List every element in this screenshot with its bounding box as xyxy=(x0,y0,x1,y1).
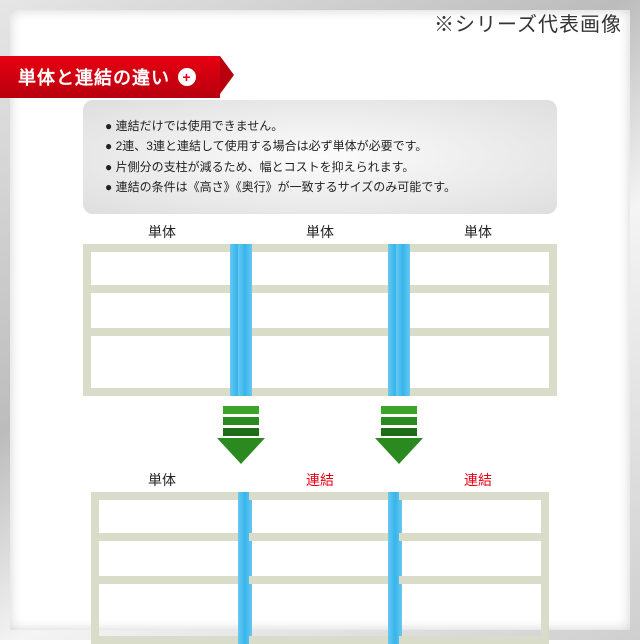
top-shelf-row xyxy=(40,244,600,396)
diagram-content: 連結だけでは使用できません。 2連、3連と連結して使用する場合は必ず単体が必要で… xyxy=(40,100,600,620)
connector-post-icon xyxy=(238,244,252,396)
shelf-unit xyxy=(83,244,241,396)
shelf-unit xyxy=(91,492,249,644)
bottom-labels: 単体 連結 連結 xyxy=(40,470,600,490)
shelf-unit xyxy=(399,244,557,396)
shelf-unit xyxy=(241,244,399,396)
label-unit: 単体 xyxy=(241,222,399,242)
down-arrow-icon xyxy=(223,406,259,464)
label-unit: 単体 xyxy=(83,222,241,242)
notes-box: 連結だけでは使用できません。 2連、3連と連結して使用する場合は必ず単体が必要で… xyxy=(83,100,557,214)
ribbon: 単体と連結の違い + xyxy=(0,56,220,98)
label-unit: 単体 xyxy=(399,222,557,242)
series-note: ※シリーズ代表画像 xyxy=(434,8,622,37)
bottom-shelf-row xyxy=(40,492,600,644)
shelf-unit-connected xyxy=(249,492,399,644)
note-line: 連結の条件は《高さ》《奥行》が一致するサイズのみ可能です。 xyxy=(105,177,535,197)
arrows-row xyxy=(40,406,600,464)
label-connect: 連結 xyxy=(399,470,557,490)
label-connect: 連結 xyxy=(241,470,399,490)
metallic-frame: ※シリーズ代表画像 単体と連結の違い + 連結だけでは使用できません。 2連、3… xyxy=(0,0,640,640)
shelf-post xyxy=(91,492,99,644)
down-arrow-icon xyxy=(381,406,417,464)
top-labels: 単体 単体 単体 xyxy=(40,222,600,242)
shelf-post xyxy=(83,244,91,396)
ribbon-label: 単体と連結の違い xyxy=(18,64,170,90)
shelf-post xyxy=(549,244,557,396)
note-line: 2連、3連と連結して使用する場合は必ず単体が必要です。 xyxy=(105,136,535,156)
expand-plus-icon: + xyxy=(178,68,196,86)
note-line: 連結だけでは使用できません。 xyxy=(105,116,535,136)
connector-post-icon xyxy=(396,244,410,396)
note-line: 片側分の支柱が減るため、幅とコストを抑えられます。 xyxy=(105,157,535,177)
label-unit: 単体 xyxy=(83,470,241,490)
shelf-unit-connected xyxy=(399,492,549,644)
shelf-post xyxy=(541,492,549,644)
